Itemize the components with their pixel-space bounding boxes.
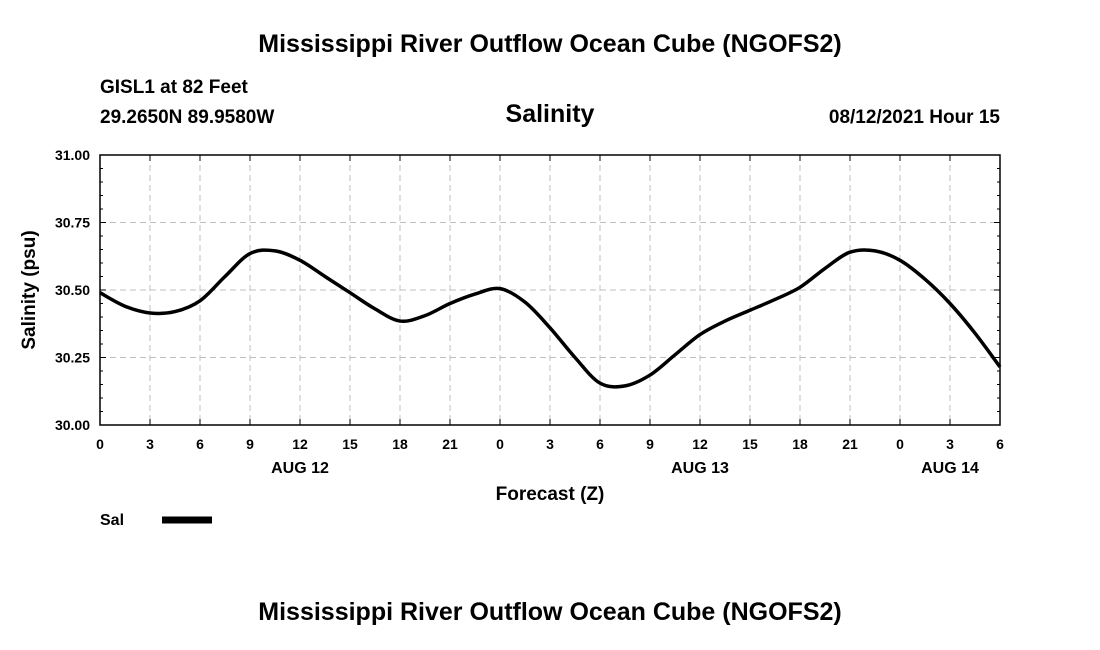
y-tick-label: 30.00: [55, 417, 90, 433]
x-tick-label: 12: [692, 436, 708, 452]
x-tick-label: 9: [246, 436, 254, 452]
y-axis-title: Salinity (psu): [19, 230, 40, 349]
x-tick-label: 21: [842, 436, 858, 452]
x-tick-label: 18: [792, 436, 808, 452]
x-date-label: AUG 12: [271, 460, 329, 477]
x-tick-label: 12: [292, 436, 308, 452]
y-tick-label: 31.00: [55, 147, 90, 163]
series: [99, 248, 1002, 389]
x-tick-label: 6: [596, 436, 604, 452]
station-coordinates: 29.2650N 89.9580W: [100, 107, 275, 128]
x-tick-label: 0: [896, 436, 904, 452]
x-tick-label: 18: [392, 436, 408, 452]
x-tick-label: 0: [96, 436, 104, 452]
chart-subtitle: Salinity: [505, 100, 595, 128]
x-axis-title: Forecast (Z): [496, 484, 605, 505]
x-tick-label: 3: [146, 436, 154, 452]
y-tick-label: 30.75: [55, 215, 90, 231]
y-tick-label: 30.50: [55, 282, 90, 298]
y-tick-label: 30.25: [55, 350, 90, 366]
legend-label: Sal: [100, 512, 124, 529]
series-line-sal: [99, 248, 1002, 389]
plot-frame: [99, 154, 1001, 426]
station-name: GISL1 at 82 Feet: [100, 77, 248, 98]
x-tick-label: 6: [996, 436, 1004, 452]
x-tick-label: 6: [196, 436, 204, 452]
chart-title: Mississippi River Outflow Ocean Cube (NG…: [258, 30, 842, 58]
labels: 0 3 6 9 12 15 18 21 0 3 6 9 12 15 18 21 0 3 6 30.00 30.25 30.…: [19, 147, 1004, 529]
x-tick-label: 15: [742, 436, 758, 452]
x-tick-label: 3: [946, 436, 954, 452]
x-tick-label: 21: [442, 436, 458, 452]
x-tick-label: 0: [496, 436, 504, 452]
x-tick-label: 9: [646, 436, 654, 452]
x-tick-label: 3: [546, 436, 554, 452]
x-date-label: AUG 14: [921, 460, 979, 477]
x-date-label: AUG 13: [671, 460, 729, 477]
footer-title: Mississippi River Outflow Ocean Cube (NG…: [258, 598, 842, 626]
x-tick-label: 15: [342, 436, 358, 452]
axes: [99, 154, 1001, 426]
grid: [100, 155, 1000, 425]
forecast-datetime: 08/12/2021 Hour 15: [828, 107, 1000, 128]
